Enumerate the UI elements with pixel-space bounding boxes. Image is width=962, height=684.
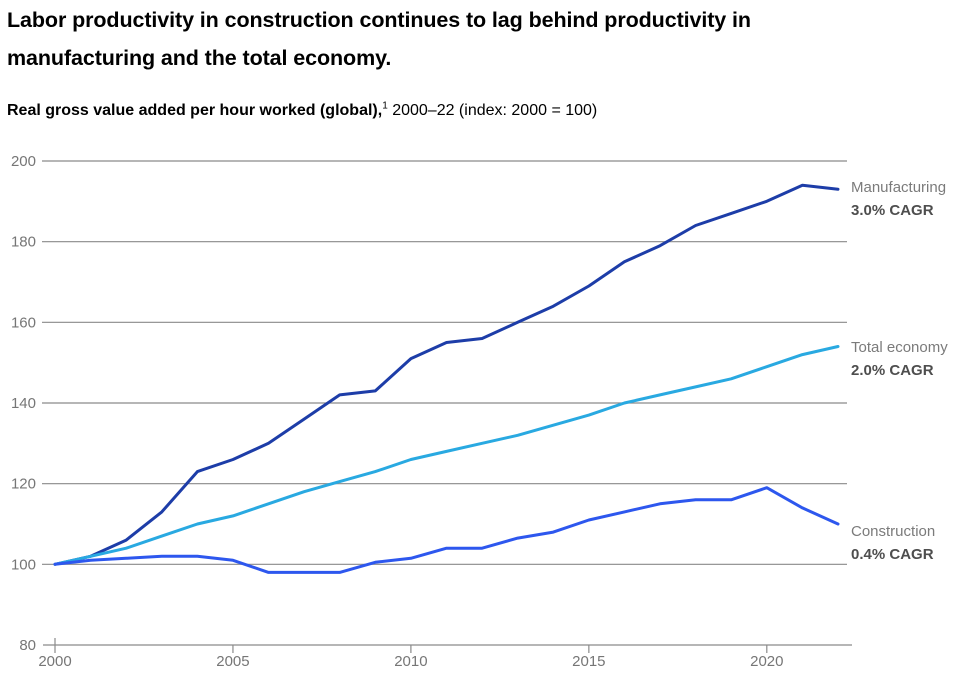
y-tick-label-200: 200 (11, 153, 36, 170)
series-name: Construction (851, 523, 936, 540)
series-cagr: 3.0% CAGR (851, 202, 934, 219)
x-tick-label-2010: 2010 (394, 653, 427, 670)
y-tick-label-180: 180 (11, 234, 36, 251)
series-cagr: 0.4% CAGR (851, 546, 934, 563)
series-name: Manufacturing (851, 179, 947, 196)
series-label-manufacturing: Manufacturing 3.0% CAGR (851, 176, 961, 222)
series-cagr: 2.0% CAGR (851, 362, 934, 379)
page-title: Labor productivity in construction conti… (7, 1, 751, 77)
series-label-construction: Construction 0.4% CAGR (851, 520, 961, 566)
series-label-total-economy: Total economy 2.0% CAGR (851, 336, 961, 382)
series-name: Total economy (851, 339, 948, 356)
title-line-2: manufacturing and the total economy. (7, 46, 392, 70)
series-line-total-economy (53, 345, 840, 566)
y-tick-label-100: 100 (11, 556, 36, 573)
x-tick-label-2005: 2005 (216, 653, 249, 670)
chart-subtitle: Real gross value added per hour worked (… (7, 101, 597, 121)
x-tick-label-2020: 2020 (750, 653, 783, 670)
subtitle-measure: Real gross value added per hour worked (… (7, 102, 383, 119)
subtitle-period: 2000–22 (index: 2000 = 100) (387, 102, 598, 119)
y-tick-label-120: 120 (11, 476, 36, 493)
series-line-construction (53, 486, 840, 574)
y-tick-label-80: 80 (19, 637, 36, 654)
footnote-marker: 1 (382, 100, 388, 112)
y-tick-label-140: 140 (11, 395, 36, 412)
x-tick-label-2015: 2015 (572, 653, 605, 670)
series-line-manufacturing (53, 183, 840, 566)
title-line-1: Labor productivity in construction conti… (7, 8, 751, 32)
x-tick-label-2000: 2000 (38, 653, 71, 670)
y-tick-label-160: 160 (11, 314, 36, 331)
